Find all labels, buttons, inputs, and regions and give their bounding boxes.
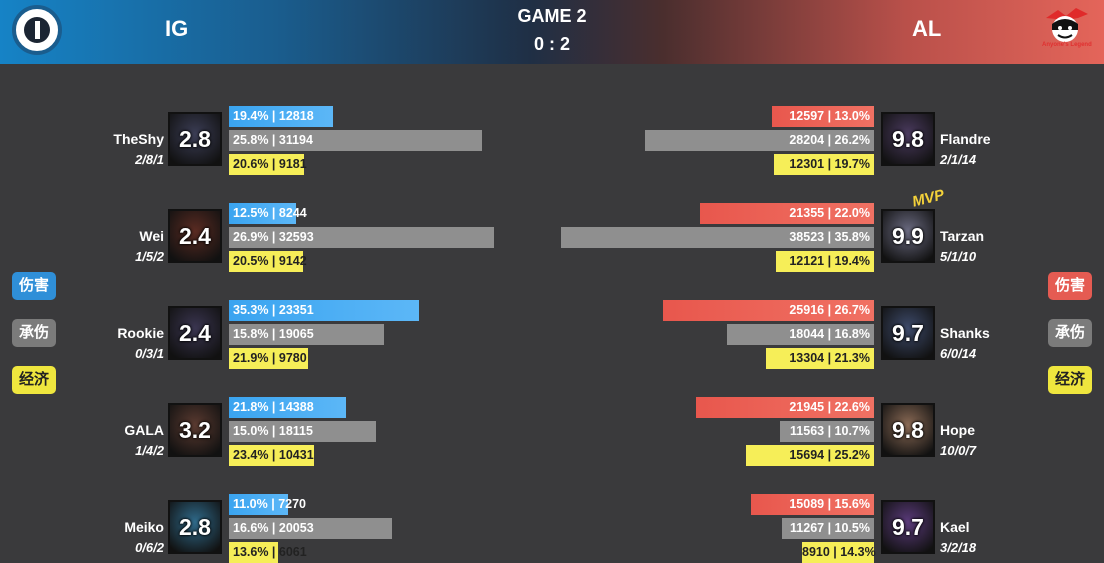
tanked-bar: 38523 | 35.8% [561,227,874,248]
damage-bar: 15089 | 15.6% [751,494,874,515]
economy-bar: 12121 | 19.4% [776,251,874,272]
player-rating: 9.7 [892,320,924,346]
player-rating: 9.8 [892,417,924,443]
tanked-bar: 11267 | 10.5% [782,518,874,539]
tanked-bar: 25.8% | 31194 [229,130,482,151]
tanked-bar: 16.6% | 20053 [229,518,392,539]
player-kda: 2/8/1 [135,152,164,167]
damage-filter-button-right[interactable]: 伤害 [1048,272,1092,300]
champion-portrait: 3.2 [168,403,222,457]
player-name[interactable]: Tarzan [940,228,985,244]
tanked-bar: 15.0% | 18115 [229,421,376,442]
damage-filter-button-left[interactable]: 伤害 [12,272,56,300]
ig-team-logo [12,5,62,55]
tanked-filter-button-left[interactable]: 承伤 [12,319,56,347]
tanked-bar: 15.8% | 19065 [229,324,384,345]
player-name[interactable]: Shanks [940,325,990,341]
player-name[interactable]: Hope [940,422,975,438]
player-rating: 2.8 [179,514,211,540]
damage-bar: 21945 | 22.6% [696,397,874,418]
damage-bar: 21.8% | 14388 [229,397,346,418]
economy-bar: 13.6% | 6061 [229,542,307,563]
economy-filter-button-right[interactable]: 经济 [1048,366,1092,394]
player-kda: 1/5/2 [135,249,164,264]
champion-portrait: 2.8 [168,500,222,554]
left-team-name: IG [165,16,189,41]
player-rating: 9.7 [892,514,924,540]
champion-portrait: 9.7 [881,500,935,554]
damage-bar: 21355 | 22.0% [700,203,874,224]
game-title: GAME 2 [517,6,587,26]
damage-bar: 19.4% | 12818 [229,106,333,127]
player-rating: 2.4 [179,223,211,249]
player-kda: 5/1/10 [940,249,977,264]
tanked-bar: 18044 | 16.8% [727,324,874,345]
champion-portrait: 9.9 [881,209,935,263]
player-name[interactable]: GALA [124,422,164,438]
player-kda: 6/0/14 [940,346,977,361]
player-rating: 2.4 [179,320,211,346]
mvp-badge: MVP [910,186,947,211]
tanked-bar: 28204 | 26.2% [645,130,874,151]
player-kda: 3/2/18 [940,540,977,555]
player-kda: 0/3/1 [135,346,164,361]
damage-bar: 12597 | 13.0% [772,106,874,127]
tanked-bar: 11563 | 10.7% [780,421,874,442]
player-kda: 0/6/2 [135,540,164,555]
economy-bar: 20.5% | 9142 [229,251,307,272]
champion-portrait: 9.8 [881,403,935,457]
player-rating: 2.8 [179,126,211,152]
player-name[interactable]: Kael [940,519,970,535]
economy-bar: 13304 | 21.3% [766,348,874,369]
champion-portrait: 2.4 [168,209,222,263]
player-rating: 3.2 [179,417,211,443]
player-rating: 9.9 [892,223,924,249]
economy-bar: 8910 | 14.3% [802,542,876,563]
player-kda: 1/4/2 [135,443,164,458]
player-name[interactable]: Rookie [117,325,164,341]
player-name[interactable]: Meiko [124,519,164,535]
champion-portrait: 2.4 [168,306,222,360]
series-score: 0 : 2 [533,34,571,54]
tanked-filter-button-right[interactable]: 承伤 [1048,319,1092,347]
player-kda: 2/1/14 [940,152,977,167]
damage-bar: 25916 | 26.7% [663,300,874,321]
economy-bar: 12301 | 19.7% [774,154,874,175]
economy-bar: 23.4% | 10431 [229,445,314,466]
economy-bar: 15694 | 25.2% [746,445,874,466]
al-logo-caption: Anyone's Legend [1042,42,1092,48]
al-team-logo [1046,8,1088,42]
tanked-bar: 26.9% | 32593 [229,227,494,248]
player-name[interactable]: Flandre [940,131,991,147]
champion-portrait: 9.8 [881,112,935,166]
economy-bar: 21.9% | 9780 [229,348,308,369]
player-rating: 9.8 [892,126,924,152]
player-kda: 10/0/7 [940,443,977,458]
champion-portrait: 2.8 [168,112,222,166]
damage-bar: 11.0% | 7270 [229,494,306,515]
damage-bar: 35.3% | 23351 [229,300,419,321]
player-name[interactable]: Wei [139,228,164,244]
player-name[interactable]: TheShy [113,131,164,147]
damage-bar: 12.5% | 8244 [229,203,307,224]
right-team-name: AL [912,16,942,41]
champion-portrait: 9.7 [881,306,935,360]
economy-filter-button-left[interactable]: 经济 [12,366,56,394]
scoreboard-header: IG GAME 2 0 : 2 AL Anyone's Legend [0,0,1104,64]
economy-bar: 20.6% | 9181 [229,154,307,175]
